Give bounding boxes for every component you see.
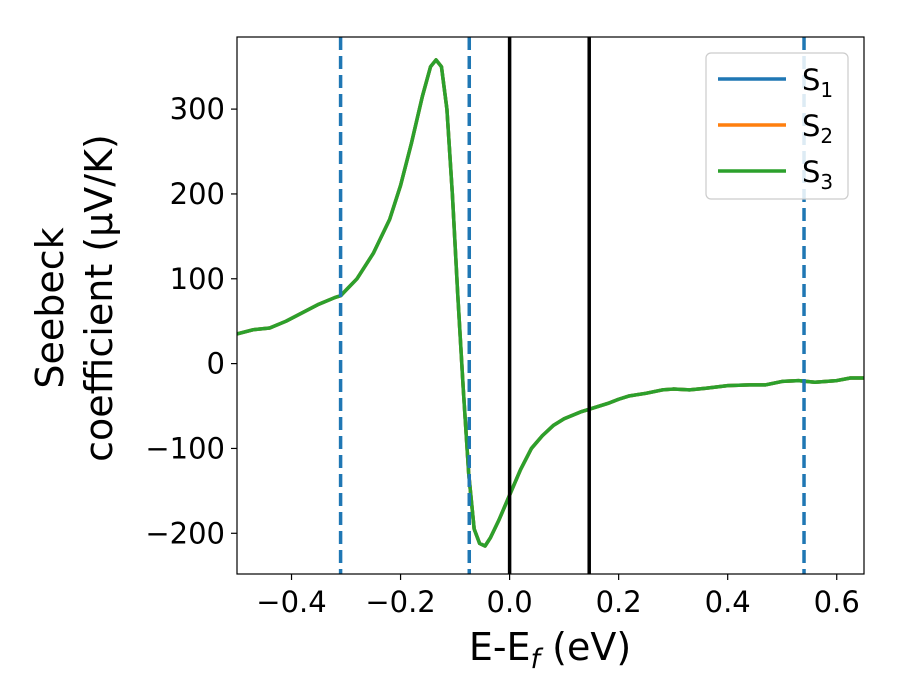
x-tick-label: 0.2 (596, 585, 642, 619)
y-tick-label: 300 (170, 92, 225, 126)
x-tick-label: 0.0 (487, 585, 533, 619)
svg-text:E-Ef (eV): E-Ef (eV) (469, 625, 631, 675)
y-tick-label: −200 (145, 516, 225, 550)
y-axis-title: Seebeck coefficient (μV/K) (28, 134, 121, 462)
x-tick-label: −0.2 (365, 585, 435, 619)
legend: S1 S2 S3 (705, 52, 849, 200)
legend-label-s3: S3 (802, 155, 833, 194)
plot-area (237, 37, 864, 574)
x-tick-label: 0.6 (814, 585, 860, 619)
x-axis-title-main: E-E (469, 625, 531, 669)
x-tick-label: −0.4 (256, 585, 326, 619)
y-tick-label: 0 (207, 347, 225, 381)
y-tick-label: 100 (170, 262, 225, 296)
x-tick-label: 0.4 (705, 585, 751, 619)
y-tick-label: 200 (170, 177, 225, 211)
axes: −0.4 −0.2 0.0 0.2 0.4 0.6 −200 −100 0 100 200 300 (145, 36, 865, 619)
x-axis-title: E-Ef (eV) (469, 625, 631, 675)
y-axis-title-line1: Seebeck (28, 227, 72, 388)
series-line-s3 (237, 58, 864, 548)
legend-label-s2: S2 (802, 109, 833, 148)
y-axis-title-line2: coefficient (μV/K) (77, 134, 121, 462)
plot-frame (236, 36, 865, 575)
legend-label-s1: S1 (802, 63, 833, 102)
y-tick-label: −100 (145, 431, 225, 465)
x-axis-title-unit: (eV) (540, 625, 631, 669)
